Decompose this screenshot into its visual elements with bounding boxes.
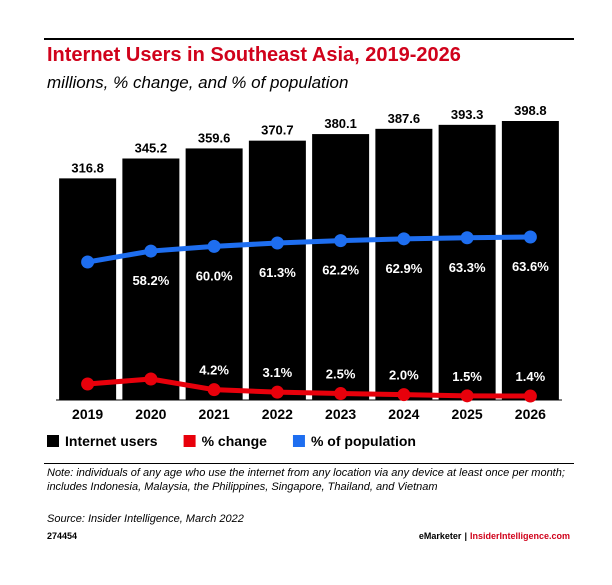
point-population-2026	[523, 230, 537, 244]
bar-2024	[375, 128, 433, 400]
chart-card: Internet Users in Southeast Asia, 2019-2…	[44, 38, 574, 550]
chart-id: 274454	[47, 531, 78, 541]
chart-note: Note: individuals of any age who use the…	[47, 467, 565, 493]
bar-label-2019: 316.8	[71, 160, 104, 175]
point-population-2025	[460, 231, 474, 245]
chart-title: Internet Users in Southeast Asia, 2019-2…	[47, 44, 461, 66]
legend-swatch-1	[183, 435, 196, 447]
bar-label-2021: 359.6	[198, 130, 231, 145]
legend-swatch-0	[47, 435, 59, 447]
point-population-2022	[270, 236, 284, 250]
bar-2019	[59, 178, 117, 400]
bar-2021	[185, 148, 243, 400]
label-population-2025: 63.3%	[449, 260, 486, 275]
label-change-2022: 3.1%	[263, 365, 293, 380]
x-tick-2022: 2022	[262, 406, 293, 422]
point-population-2024	[397, 232, 411, 246]
line-percent-change	[87, 376, 531, 399]
legend-label-1: % change	[202, 433, 268, 449]
bar-label-2026: 398.8	[514, 103, 547, 118]
combo-chart: 316.8 2019 345.2 2020 359.6 2021 370.7 2022 380.…	[47, 103, 562, 449]
legend-label-2: % of population	[311, 433, 416, 449]
point-change-2021	[207, 383, 221, 397]
label-population-2023: 62.2%	[322, 263, 359, 278]
line-percent-of-population	[87, 234, 531, 265]
point-change-2023	[334, 387, 348, 401]
point-change-2024	[397, 388, 411, 402]
x-tick-2020: 2020	[135, 406, 166, 422]
bar-label-2023: 380.1	[324, 116, 357, 131]
label-population-2026: 63.6%	[512, 259, 549, 274]
point-population-2021	[207, 239, 221, 253]
legend-swatch-2	[292, 435, 305, 447]
bar-2023	[312, 134, 370, 400]
point-change-2020	[144, 372, 158, 386]
label-change-2026: 1.4%	[516, 369, 546, 384]
brand-insider-intelligence: InsiderIntelligence.com	[469, 531, 570, 541]
label-population-2024: 62.9%	[385, 261, 422, 276]
legend-label-0: Internet users	[65, 433, 158, 449]
label-population-2019: 54.0%	[69, 274, 106, 289]
top-rule	[44, 38, 574, 40]
point-population-2023	[334, 234, 348, 248]
point-population-2019	[81, 255, 95, 269]
label-change-2023: 2.5%	[326, 367, 356, 382]
point-change-2026	[523, 389, 537, 403]
bar-label-2025: 393.3	[451, 107, 484, 122]
x-tick-2023: 2023	[325, 406, 356, 422]
bar-2020	[122, 158, 180, 400]
point-change-2019	[81, 377, 95, 391]
chart-source: Source: Insider Intelligence, March 2022	[47, 513, 244, 525]
label-change-2024: 2.0%	[389, 368, 419, 383]
x-tick-2026: 2026	[515, 406, 546, 422]
bar-2022	[248, 140, 306, 400]
x-tick-2024: 2024	[388, 406, 419, 422]
label-population-2020: 58.2%	[132, 273, 169, 288]
label-population-2022: 61.3%	[259, 265, 296, 280]
point-population-2020	[144, 244, 158, 258]
label-change-2019: 6.7%	[73, 357, 103, 372]
point-change-2025	[460, 389, 474, 403]
legend-divider	[44, 463, 574, 464]
brand-separator: |	[464, 531, 467, 541]
bar-label-2022: 370.7	[261, 123, 294, 138]
bar-label-2020: 345.2	[135, 140, 168, 155]
bar-label-2024: 387.6	[388, 111, 421, 126]
x-tick-2021: 2021	[199, 406, 230, 422]
footer-brand: eMarketer | InsiderIntelligence.com	[419, 531, 570, 541]
brand-emarketer: eMarketer	[418, 531, 462, 541]
label-change-2025: 1.5%	[452, 369, 482, 384]
label-change-2021: 4.2%	[199, 363, 229, 378]
bar-2026	[501, 121, 559, 400]
bar-2025	[438, 124, 496, 401]
label-population-2021: 60.0%	[196, 268, 233, 283]
label-change-2020: 8.9%	[136, 352, 166, 367]
point-change-2022	[270, 385, 284, 399]
x-tick-2025: 2025	[452, 406, 483, 422]
chart-subtitle: millions, % change, and % of population	[47, 73, 349, 92]
x-tick-2019: 2019	[72, 406, 103, 422]
